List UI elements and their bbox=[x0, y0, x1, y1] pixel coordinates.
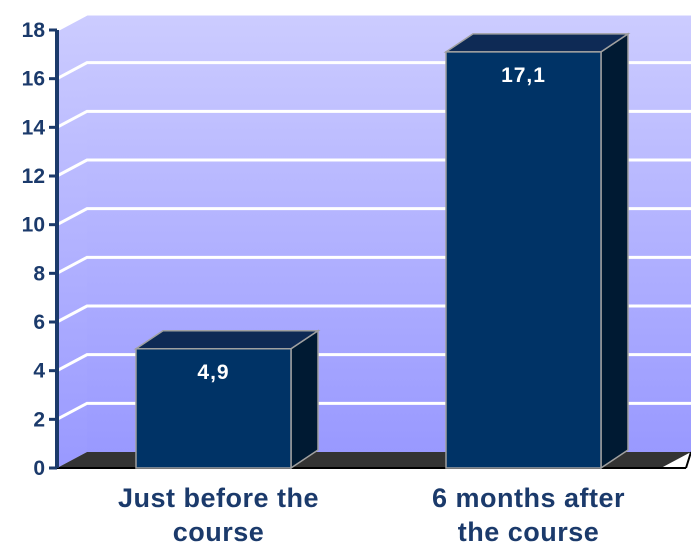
bar-front bbox=[135, 348, 292, 469]
gridline bbox=[56, 12, 691, 32]
y-tick-label: 6 bbox=[33, 311, 45, 334]
y-tick-label: 2 bbox=[33, 408, 45, 431]
category-label: course bbox=[173, 517, 265, 547]
bar-top bbox=[133, 330, 321, 350]
bar-front bbox=[445, 51, 602, 469]
x-axis-end bbox=[685, 451, 691, 469]
y-tick-label: 12 bbox=[22, 165, 45, 188]
data-label: 17,1 bbox=[501, 64, 546, 87]
bar-top bbox=[443, 33, 631, 53]
y-tick-label: 4 bbox=[33, 360, 45, 383]
y-tick-label: 14 bbox=[22, 116, 46, 139]
bar-side bbox=[290, 329, 319, 470]
bar bbox=[443, 32, 631, 470]
bar-side bbox=[600, 32, 629, 470]
category-label: the course bbox=[458, 517, 600, 547]
category-label: Just before the bbox=[118, 483, 319, 513]
side-wall bbox=[57, 14, 87, 468]
y-tick-label: 0 bbox=[33, 457, 45, 480]
data-label: 4,9 bbox=[197, 361, 229, 384]
y-tick-label: 18 bbox=[22, 19, 46, 42]
y-tick-label: 16 bbox=[22, 68, 45, 91]
y-tick-label: 8 bbox=[33, 262, 45, 285]
category-label: 6 months after bbox=[432, 483, 625, 513]
bar bbox=[133, 329, 321, 470]
y-tick-label: 10 bbox=[22, 214, 45, 237]
